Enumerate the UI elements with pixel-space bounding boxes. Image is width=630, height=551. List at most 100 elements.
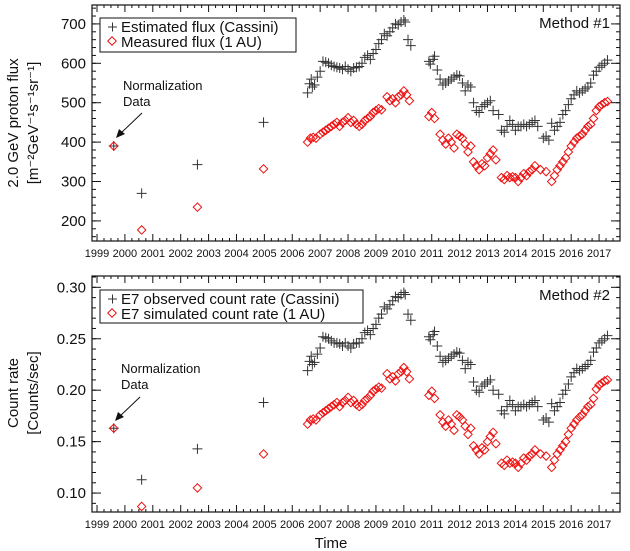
annotation-arrow-icon bbox=[119, 112, 143, 135]
data-point-plus bbox=[529, 115, 540, 126]
data-point-diamond bbox=[362, 393, 373, 404]
data-point-diamond bbox=[371, 384, 381, 395]
data-point-diamond bbox=[541, 166, 551, 177]
data-point-diamond bbox=[546, 176, 557, 187]
data-point-diamond bbox=[524, 451, 535, 461]
data-point-diamond bbox=[320, 405, 331, 416]
data-point-diamond bbox=[477, 442, 487, 453]
data-point-plus bbox=[502, 121, 513, 132]
legend: E7 observed count rate (Cassini) E7 simu… bbox=[99, 289, 364, 324]
data-point-diamond bbox=[302, 419, 313, 430]
data-point-diamond bbox=[468, 156, 479, 167]
data-point-diamond bbox=[390, 376, 401, 386]
data-point-plus bbox=[546, 398, 557, 409]
data-point-plus bbox=[440, 78, 451, 89]
data-point-plus bbox=[373, 313, 384, 324]
y-tick-label: 0.25 bbox=[57, 331, 86, 348]
data-point-diamond bbox=[555, 444, 565, 455]
data-point-diamond bbox=[348, 115, 359, 126]
annotation-text: Data bbox=[121, 377, 149, 392]
data-point-diamond bbox=[599, 97, 610, 108]
data-point-diamond bbox=[463, 429, 473, 440]
annotation-text: Data bbox=[123, 94, 151, 109]
data-point-plus bbox=[435, 351, 446, 362]
data-point-plus bbox=[373, 38, 384, 49]
data-point-diamond bbox=[482, 436, 493, 447]
data-point-plus bbox=[594, 337, 605, 348]
data-point-plus bbox=[384, 26, 395, 37]
x-tick-label: 2016 bbox=[559, 519, 583, 531]
legend: Estimated flux (Cassini) Measured flux (… bbox=[99, 17, 297, 53]
x-tick-label: 2002 bbox=[168, 248, 192, 260]
data-point-diamond bbox=[343, 112, 353, 123]
data-point-diamond bbox=[583, 401, 593, 412]
data-point-diamond bbox=[318, 127, 328, 138]
data-point-plus bbox=[382, 30, 393, 41]
data-point-plus bbox=[443, 353, 454, 364]
data-point-plus bbox=[499, 408, 510, 419]
data-point-plus bbox=[560, 105, 571, 116]
data-point-plus bbox=[362, 325, 373, 336]
data-point-diamond bbox=[569, 419, 579, 430]
plot-frame bbox=[91, 4, 621, 242]
data-point-plus bbox=[510, 125, 521, 136]
data-point-diamond bbox=[308, 414, 319, 424]
data-point-plus bbox=[454, 348, 465, 359]
x-tick-label: 2000 bbox=[113, 519, 137, 531]
plot-frame bbox=[91, 275, 621, 513]
legend-diamond-icon bbox=[107, 36, 117, 46]
data-point-diamond bbox=[468, 440, 479, 451]
data-point-plus bbox=[476, 101, 487, 112]
data-point-plus bbox=[557, 109, 568, 120]
data-point-diamond bbox=[591, 384, 602, 395]
data-point-diamond bbox=[359, 395, 370, 406]
arrowhead-icon bbox=[115, 412, 124, 421]
data-point-diamond bbox=[348, 395, 359, 406]
data-point-diamond bbox=[549, 170, 560, 181]
data-point-diamond bbox=[560, 436, 571, 447]
data-point-plus bbox=[488, 105, 499, 116]
data-point-diamond bbox=[398, 362, 409, 373]
data-point-plus bbox=[356, 58, 367, 69]
data-point-diamond bbox=[465, 141, 476, 151]
annotation-text: Normalization bbox=[121, 361, 200, 376]
data-point-plus bbox=[566, 93, 577, 104]
x-tick-label: 2016 bbox=[559, 248, 583, 260]
data-point-diamond bbox=[326, 121, 337, 132]
y-tick-label: 0.10 bbox=[57, 485, 86, 502]
data-point-diamond bbox=[485, 149, 496, 159]
x-tick-label: 2014 bbox=[503, 519, 527, 531]
annotation-text: Normalization bbox=[123, 78, 202, 93]
data-point-diamond bbox=[437, 135, 448, 146]
data-point-diamond bbox=[136, 501, 147, 512]
ylabel: 2.0 GeV proton flux bbox=[5, 58, 22, 188]
data-point-diamond bbox=[541, 451, 551, 461]
data-point-plus bbox=[345, 343, 356, 354]
data-point-diamond bbox=[362, 113, 373, 124]
data-point-diamond bbox=[463, 147, 473, 157]
data-point-diamond bbox=[521, 455, 532, 466]
data-point-plus bbox=[541, 131, 552, 142]
legend-label: E7 observed count rate (Cassini) bbox=[121, 291, 339, 308]
data-point-plus bbox=[555, 397, 566, 408]
data-point-plus bbox=[258, 117, 269, 128]
data-point-plus bbox=[577, 363, 588, 374]
x-tick-label: 2001 bbox=[141, 248, 165, 260]
legend-plus-icon bbox=[108, 294, 117, 304]
data-point-diamond bbox=[580, 125, 591, 136]
data-point-plus bbox=[258, 397, 269, 408]
data-point-diamond bbox=[426, 386, 437, 397]
data-point-plus bbox=[568, 89, 579, 100]
data-point-plus bbox=[591, 66, 602, 77]
data-point-plus bbox=[552, 121, 563, 132]
data-point-plus bbox=[423, 56, 434, 67]
data-point-plus bbox=[543, 417, 554, 428]
data-point-diamond bbox=[435, 409, 446, 420]
y-tick-label: 0.30 bbox=[57, 279, 86, 296]
data-point-diamond bbox=[535, 164, 546, 175]
data-point-diamond bbox=[507, 457, 518, 468]
data-point-plus bbox=[309, 357, 320, 368]
data-point-diamond bbox=[376, 104, 387, 115]
data-point-plus bbox=[465, 359, 476, 370]
data-point-plus bbox=[435, 74, 446, 85]
